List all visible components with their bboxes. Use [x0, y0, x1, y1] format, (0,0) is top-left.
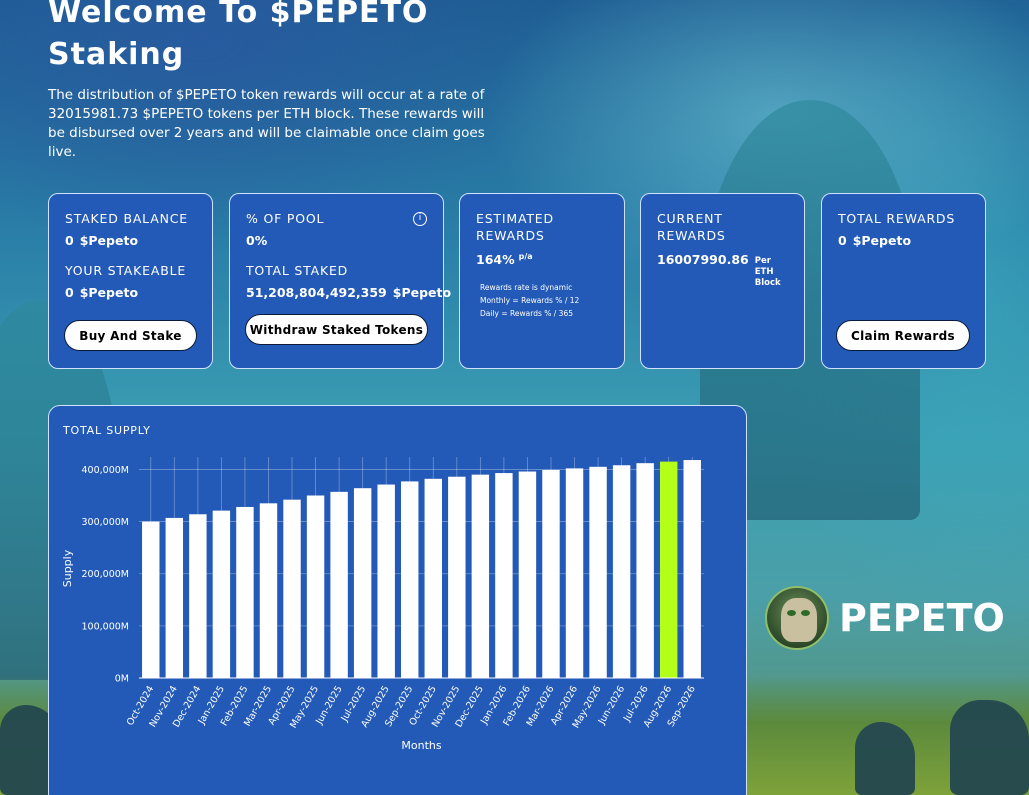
chart-title: TOTAL SUPPLY: [63, 424, 151, 437]
bar: [589, 466, 607, 678]
x-axis-label: Months: [401, 739, 441, 752]
bar: [283, 499, 301, 678]
bar: [401, 481, 419, 678]
estimated-rewards-value: 164% p/a: [476, 252, 608, 267]
bar: [683, 460, 701, 678]
total-staked-label: TOTAL STAKED: [246, 263, 349, 278]
eth-label: ETH: [754, 267, 774, 277]
bar: [542, 469, 560, 678]
bar: [306, 495, 325, 678]
bar: [636, 463, 654, 678]
staked-balance-amount: 0: [65, 233, 74, 248]
rewards-note: Rewards rate is dynamic Monthly = Reward…: [476, 281, 608, 320]
rewards-note-line: Monthly = Rewards % / 12: [480, 296, 580, 306]
total-staked-value: 51,208,804,492,359 $Pepeto: [246, 285, 451, 300]
staked-balance-card: STAKED BALANCE 0 $Pepeto YOUR STAKEABLE 0…: [48, 193, 213, 369]
background-rock: [855, 722, 915, 795]
y-tick-label: 200,000M: [82, 569, 129, 580]
rewards-note-line: Rewards rate is dynamic: [480, 283, 573, 293]
pepeto-logo: PEPETO: [765, 586, 1005, 650]
bar: [612, 465, 631, 678]
total-supply-chart: 0M100,000M200,000M300,000M400,000MOct-20…: [61, 457, 704, 752]
intro-text: The distribution of $PEPETO token reward…: [48, 87, 485, 160]
logo-text: PEPETO: [839, 596, 1005, 640]
y-tick-label: 0M: [115, 674, 129, 685]
total-staked-unit: $Pepeto: [392, 285, 452, 300]
current-rewards-value: 16007990.86 Per ETH Block: [657, 252, 788, 289]
stakeable-label: YOUR STAKEABLE: [65, 263, 187, 278]
background-rock: [950, 700, 1029, 795]
estimated-rewards-percent: 164%: [476, 252, 515, 268]
bar: [259, 503, 278, 678]
pepe-avatar-icon: [765, 586, 829, 650]
estimated-rewards-label-2: REWARDS: [476, 228, 545, 243]
estimated-rewards-card: ESTIMATED REWARDS 164% p/a Rewards rate i…: [459, 193, 625, 369]
y-tick-label: 100,000M: [82, 621, 129, 632]
current-rewards-card: CURRENT REWARDS 16007990.86 Per ETH Block: [640, 193, 805, 369]
bar: [330, 491, 348, 678]
bar: [659, 461, 678, 678]
total-rewards-value: 0 $Pepeto: [838, 233, 969, 248]
bar: [518, 471, 537, 678]
y-tick-label: 300,000M: [82, 517, 129, 528]
bar: [377, 484, 395, 678]
per-annum-label: p/a: [518, 252, 533, 261]
y-tick-label: 400,000M: [82, 465, 129, 476]
total-rewards-amount: 0: [838, 233, 847, 248]
staked-balance-value: 0 $Pepeto: [65, 233, 196, 248]
bar: [189, 514, 207, 678]
pool-card: % OF POOL i 0% TOTAL STAKED 51,208,804,4…: [229, 193, 451, 369]
withdraw-staked-tokens-button[interactable]: Withdraw Staked Tokens: [245, 314, 428, 345]
block-label: Block: [754, 278, 781, 288]
bar: [142, 521, 160, 678]
estimated-rewards-label-1: ESTIMATED: [476, 211, 554, 226]
bar: [236, 506, 254, 678]
staked-balance-label: STAKED BALANCE: [65, 211, 188, 226]
per-eth-block-label: Per ETH Block: [755, 256, 781, 289]
total-supply-chart-card: TOTAL SUPPLY 0M 100,000M 200,000M 300,000M 4…: [48, 405, 747, 795]
info-icon[interactable]: i: [413, 212, 427, 226]
rewards-note-line: Daily = Rewards % / 365: [480, 309, 573, 319]
bar: [495, 473, 513, 678]
pool-percent-value: 0%: [246, 233, 268, 248]
bar: [212, 510, 231, 678]
stakeable-unit: $Pepeto: [79, 285, 139, 300]
current-rewards-label-1: CURRENT: [657, 211, 723, 226]
buy-and-stake-button[interactable]: Buy And Stake: [64, 320, 197, 351]
bar: [565, 468, 584, 678]
total-rewards-card: TOTAL REWARDS 0 $Pepeto Claim Rewards: [821, 193, 986, 369]
total-rewards-label: TOTAL REWARDS: [838, 211, 956, 226]
y-axis-label: Supply: [61, 549, 74, 587]
pool-percent-label: % OF POOL: [246, 211, 325, 226]
current-rewards-amount: 16007990.86: [657, 252, 749, 267]
total-rewards-unit: $Pepeto: [852, 233, 912, 248]
bar: [471, 474, 490, 678]
per-label: Per: [754, 256, 771, 266]
bar: [353, 488, 372, 678]
stakeable-value: 0 $Pepeto: [65, 285, 196, 300]
bar: [448, 476, 466, 678]
bar: [424, 478, 442, 678]
page-title: Welcome To $PEPETO Staking: [48, 0, 429, 72]
current-rewards-label-2: REWARDS: [657, 228, 726, 243]
claim-rewards-button[interactable]: Claim Rewards: [836, 320, 970, 351]
bar: [165, 517, 184, 678]
total-staked-amount: 51,208,804,492,359: [246, 285, 387, 300]
staked-balance-unit: $Pepeto: [79, 233, 139, 248]
stakeable-amount: 0: [65, 285, 74, 300]
